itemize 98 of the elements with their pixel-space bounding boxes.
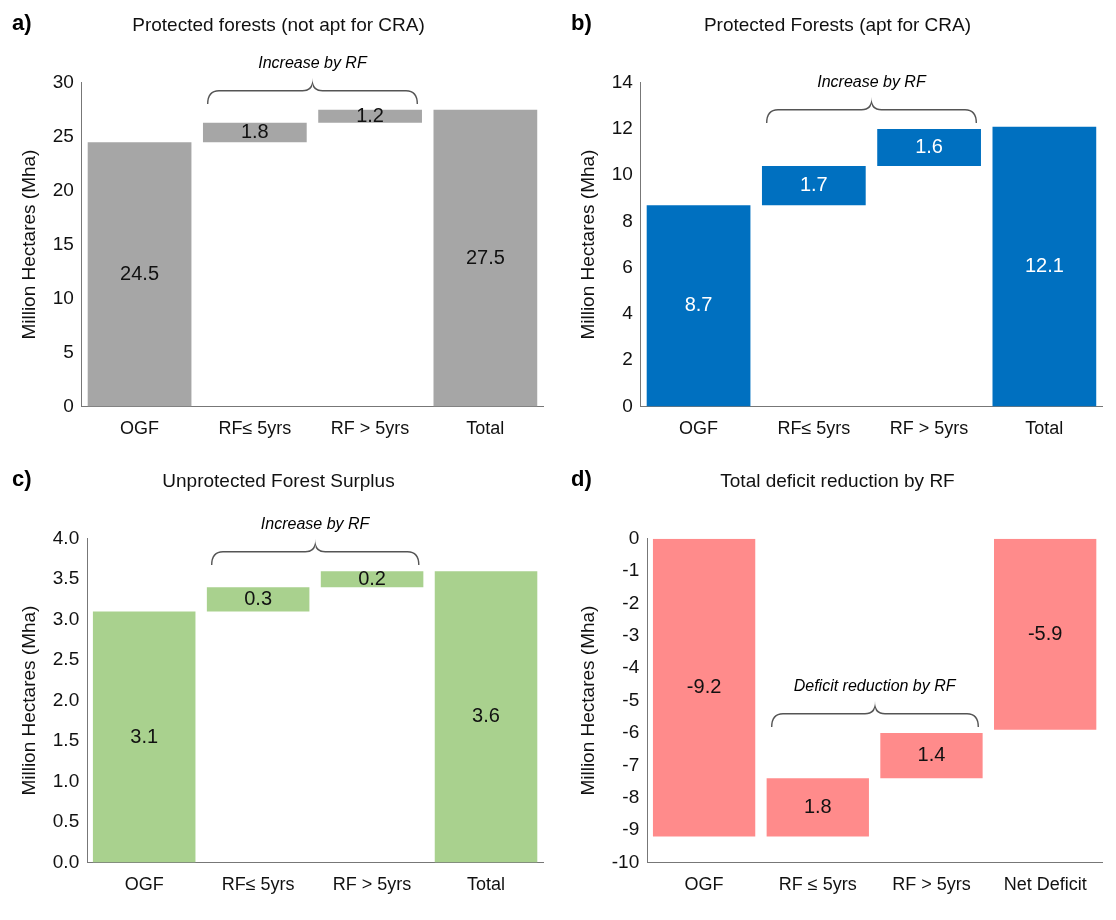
y-tick-label: -6: [622, 721, 640, 743]
text: b): [571, 10, 592, 36]
y-tick-label: 20: [52, 178, 74, 200]
y-tick-label: -9: [622, 818, 640, 840]
y-tick-label: 0.0: [52, 850, 80, 872]
y-axis-title: Million Hectares (Mha): [17, 149, 39, 340]
text: c): [12, 466, 32, 492]
bar: [761, 166, 866, 206]
data-label: -9.2: [686, 675, 722, 698]
data-label: 0.3: [244, 586, 273, 609]
x-tick-label: OGF: [120, 418, 160, 439]
data-label: 1.7: [799, 173, 828, 196]
data-label: -5.9: [1027, 621, 1063, 644]
annotation: Increase by RF: [817, 73, 926, 92]
y-tick-label: 4: [622, 302, 634, 324]
data-label: 0.2: [358, 566, 386, 589]
y-tick-label: 3.0: [52, 607, 80, 629]
y-tick-label: 1.0: [52, 769, 80, 791]
bar: [994, 538, 1097, 730]
bar: [766, 778, 869, 837]
data-label: 12.1: [1024, 254, 1064, 277]
y-tick-label: 12: [611, 117, 633, 139]
x-tick-label: OGF: [684, 874, 724, 895]
bar: [652, 538, 756, 837]
data-label: 8.7: [684, 293, 713, 316]
x-tick-label: RF > 5yrs: [330, 418, 410, 439]
y-tick-label: -4: [622, 656, 640, 678]
bar: [318, 109, 422, 123]
bar: [992, 126, 1097, 407]
y-tick-label: -8: [622, 785, 640, 807]
y-axis-title: Million Hectares (Mha): [576, 605, 598, 796]
x-tick-label: RF > 5yrs: [889, 418, 969, 439]
y-tick-label: 0: [622, 394, 633, 416]
y-tick-label: -3: [622, 624, 640, 646]
y-tick-label: 10: [52, 286, 74, 308]
y-tick-label: 2.5: [52, 648, 80, 670]
y-tick-label: 15: [52, 232, 74, 254]
bar: [646, 205, 751, 407]
data-label: 1.6: [915, 135, 944, 158]
chart-title: Total deficit reduction by RF: [720, 469, 955, 491]
data-label: 1.2: [356, 103, 385, 126]
y-axis-title: Million Hectares (Mha): [576, 149, 598, 340]
x-tick-label: RF > 5yrs: [332, 874, 412, 895]
y-tick-label: -7: [622, 753, 640, 775]
x-tick-label: Total: [1025, 418, 1064, 439]
y-tick-label: 2: [622, 348, 633, 370]
y-tick-label: -10: [611, 850, 640, 872]
annotation: Deficit reduction by RF: [793, 676, 956, 695]
data-label: 3.1: [130, 724, 159, 747]
y-tick-label: 4.0: [52, 527, 80, 549]
y-tick-label: 8: [622, 209, 633, 231]
chart-title: Protected forests (not apt for CRA): [132, 13, 425, 35]
bar: [206, 587, 310, 612]
x-tick-label: RF≤ 5yrs: [221, 874, 295, 895]
y-tick-label: 25: [52, 124, 74, 146]
x-tick-label: RF≤ 5yrs: [218, 418, 292, 439]
y-tick-label: -2: [622, 591, 640, 613]
y-tick-label: 5: [63, 340, 74, 362]
y-tick-label: 10: [611, 163, 633, 185]
x-tick-label: Total: [466, 418, 505, 439]
x-tick-label: Net Deficit: [1003, 874, 1087, 895]
bar: [87, 142, 192, 407]
x-tick-label: OGF: [679, 418, 719, 439]
y-tick-label: 0: [628, 527, 640, 549]
y-tick-label: 3.5: [52, 567, 80, 589]
text: Increase by RF: [260, 515, 370, 534]
text: a): [12, 10, 32, 36]
data-label: 3.6: [472, 704, 500, 727]
bar: [202, 122, 307, 143]
text: Increase by RF: [258, 53, 367, 72]
y-tick-label: -1: [622, 559, 640, 581]
y-tick-label: 0.5: [52, 810, 80, 832]
bar: [433, 109, 538, 407]
x-tick-label: OGF: [124, 874, 164, 895]
x-tick-label: RF≤ 5yrs: [777, 418, 851, 439]
y-tick-label: 6: [622, 255, 633, 277]
data-label: 27.5: [465, 245, 505, 268]
y-tick-label: 0: [63, 394, 74, 416]
y-tick-label: -5: [622, 688, 640, 710]
y-tick-label: 14: [611, 71, 634, 93]
data-label: 1.8: [803, 794, 832, 817]
y-axis-title: Million Hectares (Mha): [17, 605, 39, 796]
bar: [877, 129, 981, 167]
x-tick-label: RF ≤ 5yrs: [778, 874, 857, 895]
chart-title: Protected Forests (apt for CRA): [703, 13, 972, 35]
data-label: 1.4: [917, 743, 946, 766]
data-label: 1.8: [240, 119, 269, 142]
bar: [434, 571, 538, 863]
text: d): [571, 466, 592, 492]
bar: [92, 611, 196, 863]
y-tick-label: 30: [52, 71, 74, 93]
data-label: 24.5: [120, 261, 160, 284]
x-tick-label: RF > 5yrs: [892, 874, 971, 895]
x-tick-label: Total: [467, 874, 506, 895]
bar: [880, 732, 983, 779]
y-tick-label: 1.5: [52, 729, 80, 751]
chart-title: Unprotected Forest Surplus: [162, 469, 395, 491]
y-tick-label: 2.0: [52, 688, 80, 710]
